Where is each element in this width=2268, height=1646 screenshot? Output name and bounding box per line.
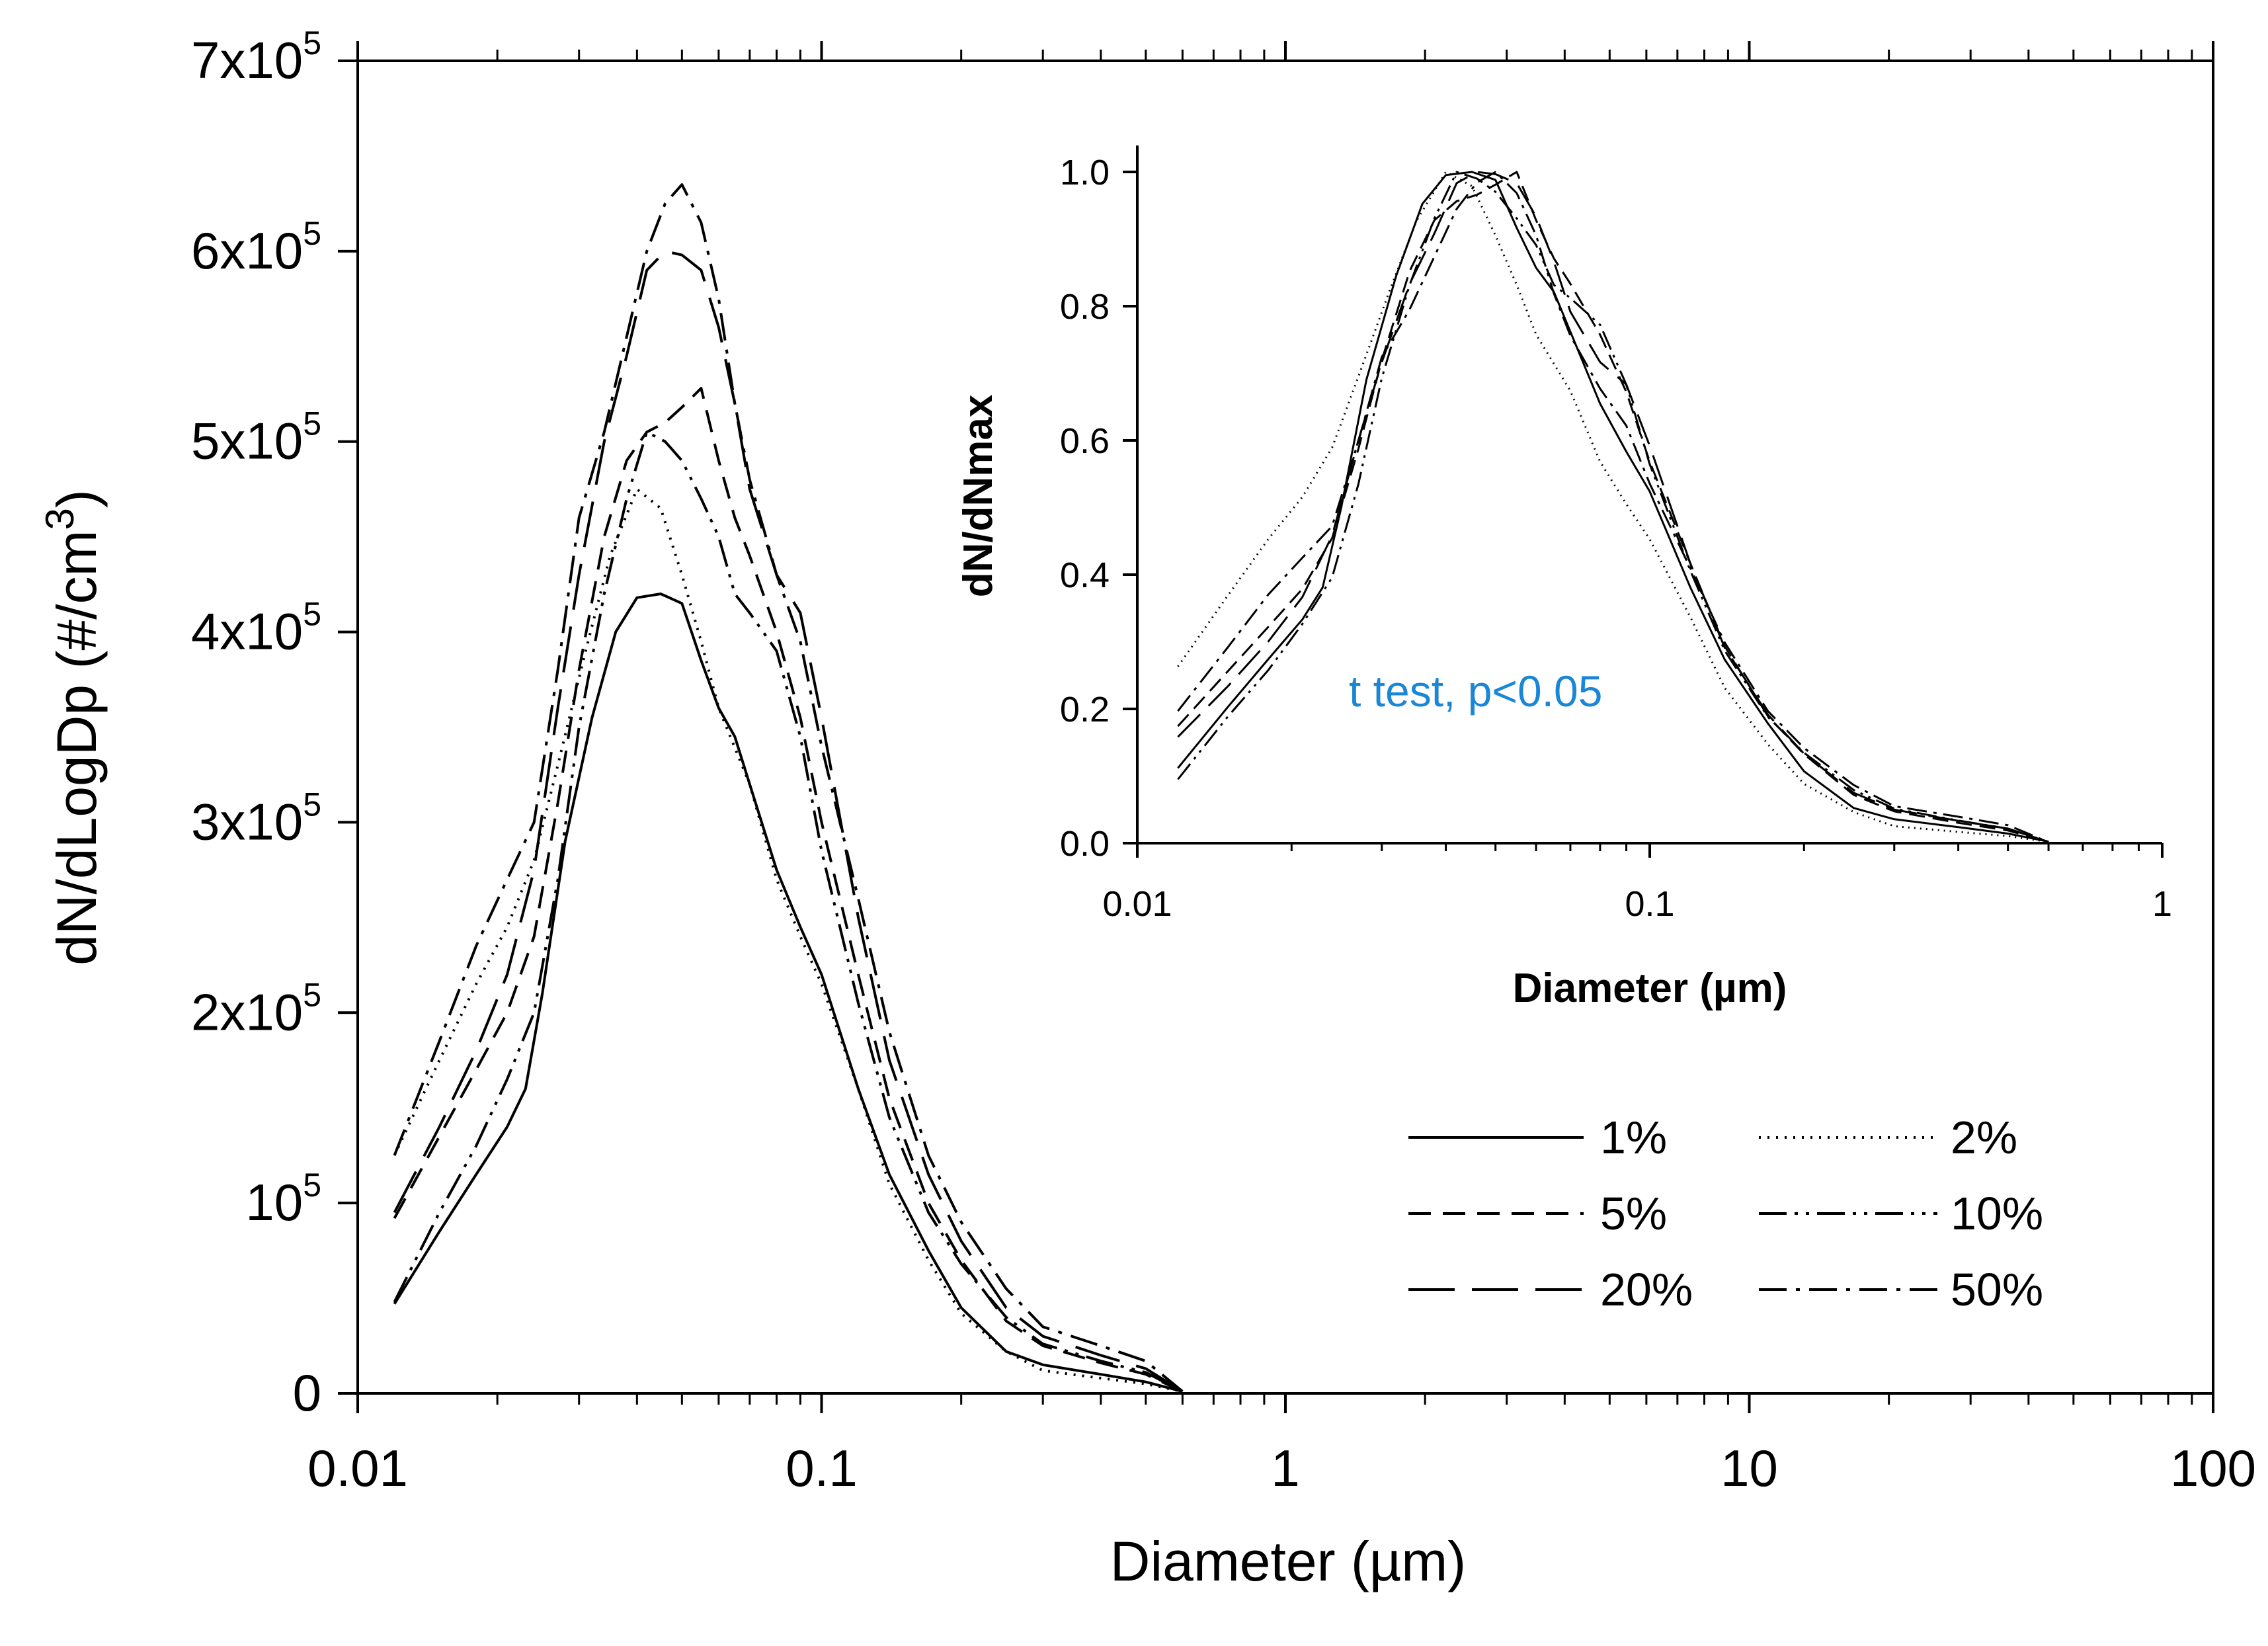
inset-series-5pct — [1177, 171, 2049, 843]
main-x-ticks: 0.01 0.1 1 10 100 — [307, 41, 2256, 1497]
inset-series-20pct — [1177, 171, 2049, 843]
main-series-10pct — [393, 431, 1184, 1393]
inset-series — [1177, 171, 2049, 843]
main-x-tick-label: 1 — [1271, 1439, 1299, 1497]
inset-y-axis-title: dN/dNmax — [955, 394, 1001, 597]
legend-label-10pct: 10% — [1951, 1188, 2043, 1239]
inset-series-10pct — [1177, 171, 2049, 843]
main-y-tick-label: 0 — [293, 1364, 321, 1422]
legend-label-2pct: 2% — [1951, 1112, 2017, 1163]
main-y-axis-title-superscript: 3 — [38, 508, 82, 530]
inset-x-ticks: 0.01 0.1 1 — [1102, 843, 2172, 924]
inset-y-ticks: 0.0 0.2 0.4 0.6 0.8 1.0 — [1060, 153, 1137, 864]
inset-series-50pct — [1177, 171, 2049, 843]
inset-x-tick-label: 1 — [2152, 884, 2172, 924]
inset-x-tick-label: 0.01 — [1102, 884, 1172, 924]
main-x-tick-label: 10 — [1721, 1439, 1778, 1497]
legend-label-1pct: 1% — [1600, 1112, 1667, 1163]
main-y-tick-label: 7x105 — [191, 24, 321, 89]
main-y-tick-label: 4x105 — [191, 596, 321, 661]
main-x-tick-label: 0.01 — [307, 1439, 408, 1497]
main-x-axis-title: Diameter (µm) — [1110, 1530, 1466, 1592]
main-y-axis-title-end: ) — [46, 489, 108, 508]
inset-y-tick-label: 0.6 — [1060, 421, 1110, 461]
legend-label-20pct: 20% — [1600, 1264, 1693, 1315]
legend: 1% 2% 5% 10% 20% 50% — [1408, 1112, 2043, 1315]
main-y-ticks: 0 105 2x105 3x105 4x105 5x105 6x105 7x105 — [191, 24, 358, 1422]
inset-series-1pct — [1177, 171, 2049, 843]
main-series — [393, 183, 1184, 1393]
inset-y-tick-label: 0.8 — [1060, 287, 1110, 327]
main-y-axis-title-text: dN/dLogDp (#/cm — [46, 530, 108, 966]
inset-y-tick-label: 0.4 — [1060, 556, 1110, 595]
inset-y-tick-label: 0.2 — [1060, 690, 1110, 729]
main-y-tick-label: 105 — [245, 1167, 321, 1231]
inset-series-2pct — [1177, 171, 2049, 843]
legend-label-5pct: 5% — [1600, 1188, 1667, 1239]
main-series-5pct — [393, 387, 1184, 1393]
inset-x-tick-label: 0.1 — [1625, 884, 1674, 924]
inset-x-axis-title: Diameter (µm) — [1513, 966, 1787, 1011]
inset-y-tick-label: 0.0 — [1060, 824, 1110, 864]
legend-label-50pct: 50% — [1951, 1264, 2043, 1315]
inset-plot: 0.01 0.1 1 0.0 0.2 0.4 0.6 0.8 1.0 Diameter (µm… — [955, 145, 2172, 1011]
main-plot: 0.01 0.1 1 10 100 01052x1053x1054x1055x1056x… — [38, 24, 2256, 1592]
main-x-tick-label: 0.1 — [786, 1439, 857, 1497]
main-y-tick-label: 2x105 — [191, 976, 321, 1041]
main-series-2pct — [393, 487, 1183, 1393]
main-y-tick-label: 3x105 — [191, 786, 321, 850]
inset-annotation: t test, p<0.05 — [1349, 667, 1602, 716]
inset-y-tick-label: 1.0 — [1060, 153, 1110, 192]
main-y-tick-label: 6x105 — [191, 215, 321, 280]
main-y-tick-label: 5x105 — [191, 405, 321, 470]
main-plot-frame — [356, 60, 2214, 1395]
main-y-axis-title: dN/dLogDp (#/cm3) — [38, 489, 108, 966]
main-series-50pct — [393, 183, 1184, 1393]
main-x-tick-label: 100 — [2170, 1439, 2256, 1497]
main-series-20pct — [393, 249, 1184, 1393]
main-series-1pct — [393, 593, 1183, 1393]
